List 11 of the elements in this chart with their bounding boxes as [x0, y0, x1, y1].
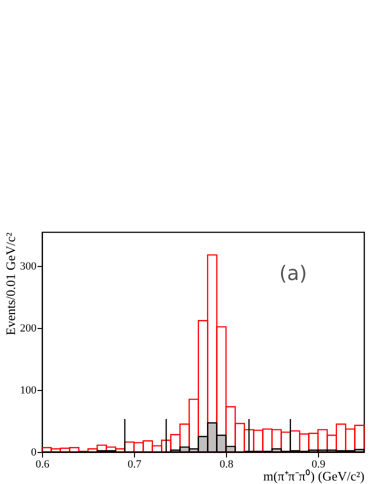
y-tick-label: 0 — [31, 446, 37, 458]
y-tick-label: 200 — [20, 322, 37, 335]
x-tick-label: 0.7 — [128, 458, 142, 470]
y-axis-title: Events/0.01 GeV/c² — [3, 232, 18, 336]
x-tick-label: 0.8 — [220, 458, 234, 470]
x-tick-label: 0.9 — [312, 458, 326, 470]
y-tick-label: 100 — [20, 384, 37, 397]
x-tick-label: 0.6 — [36, 458, 50, 470]
y-tick-label: 300 — [20, 260, 37, 273]
annotation: (a) — [279, 260, 308, 285]
x-axis-title: m(π⁺π⁻π⁰) (GeV/c²) — [263, 468, 364, 484]
